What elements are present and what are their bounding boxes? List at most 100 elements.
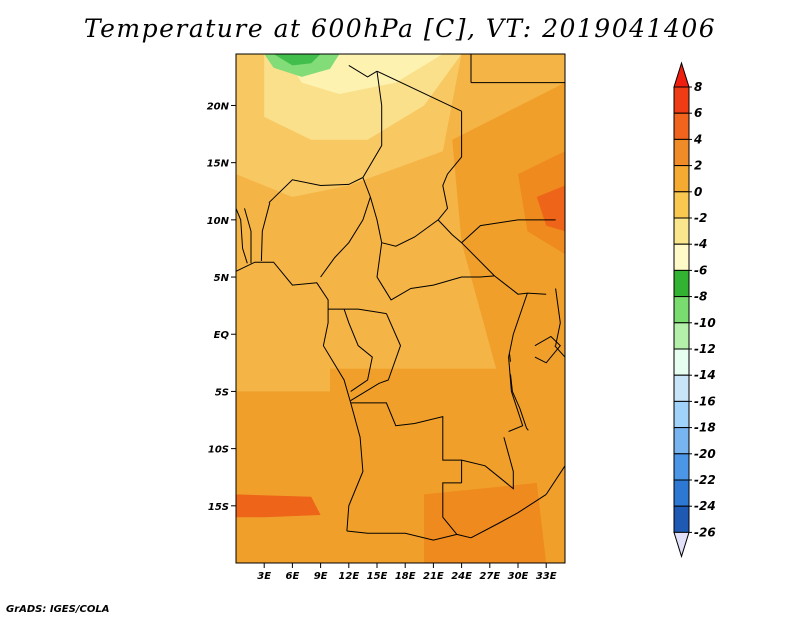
map-frame (235, 53, 566, 564)
colorbar-bin (673, 217, 690, 245)
border-chad-sudan (437, 111, 463, 221)
lat-tick-label: EQ (214, 330, 230, 341)
lat-tick-label: 20N (207, 101, 230, 112)
border-car-south (376, 242, 495, 301)
border-nigeria-cameroon (320, 177, 371, 278)
lon-tick-label: 15E (367, 571, 388, 582)
border-drc-east (508, 292, 528, 432)
colorbar-label: -22 (694, 473, 716, 487)
colorbar-label: 4 (693, 132, 702, 146)
lake-kivu (509, 353, 511, 362)
colorbar-label: 0 (694, 185, 702, 199)
colorbar-bin (673, 374, 690, 402)
lon-tick-label: 6E (286, 571, 300, 582)
border-angola-namibia (346, 530, 458, 541)
border-ghana-togo (236, 208, 248, 264)
border-congo-drc (350, 313, 402, 402)
lon-tick-label: 21E (423, 571, 444, 582)
border-drc-zambia (461, 437, 514, 490)
colorbar-label: 6 (694, 106, 702, 120)
colorbar-label: -6 (694, 263, 707, 277)
lat-tick-label: 5S (215, 387, 229, 398)
lon-tick-label: 3E (257, 571, 271, 582)
lon-tick-label: 9E (314, 571, 328, 582)
lon-tick-label: 24E (451, 571, 472, 582)
colorbar-label: -24 (694, 499, 716, 513)
border-car-sudan (437, 219, 495, 277)
colorbar-bin (673, 322, 690, 350)
colorbar-top-arrow (673, 61, 690, 88)
border-tz-kenya (554, 345, 565, 358)
colorbar-label: -12 (694, 342, 716, 356)
field-warm-southwest (236, 391, 359, 563)
lat-tick-label: 5N (214, 273, 230, 284)
colorbar-bin (673, 400, 690, 429)
border-drc-angola (350, 402, 463, 483)
colorbar-label: 2 (694, 159, 702, 173)
field-warm-east (452, 82, 565, 392)
colorbar-bottom-arrow (673, 531, 690, 559)
lon-tick-label: 33E (536, 571, 557, 582)
colorbar-bin (673, 505, 690, 533)
temperature-field (236, 54, 565, 563)
colorbar-bin (673, 86, 690, 114)
colorbar-bin (673, 427, 690, 455)
field-light-green (264, 54, 340, 77)
colorbar-bin (673, 138, 690, 167)
border-zambia-zim (470, 493, 547, 539)
border-niger-chad (362, 71, 383, 178)
colorbar-label: 8 (694, 80, 702, 94)
colorbar-bin (673, 296, 690, 324)
colorbar-bin (673, 269, 690, 298)
lat-tick-label: 15N (207, 159, 230, 170)
coast-westafrica (236, 261, 364, 532)
field-hot-east (536, 185, 565, 232)
border-niger-nigeria (268, 177, 364, 204)
lon-tick-label: 12E (338, 571, 359, 582)
colorbar-label: -10 (694, 316, 716, 330)
colorbar-bin (673, 165, 690, 193)
colorbar-bin (673, 453, 690, 481)
map-axes: 3E 6E 9E 12E 15E 18E 21E 24E 27E 30E 33E 20N 15N 10N 5… (207, 101, 557, 582)
colorbar-label: -18 (694, 421, 716, 435)
lake-victoria (534, 335, 561, 364)
field-warmer-south (424, 482, 547, 563)
border-chad-libya (376, 70, 462, 112)
border-niger-libya (348, 64, 378, 78)
border-tz-moz (545, 465, 565, 495)
colorbar-label: -16 (694, 394, 716, 408)
chart-title: Temperature at 600hPa [C], VT: 201904140… (83, 14, 717, 43)
border-benin-nigeria (260, 202, 271, 262)
field-green (273, 54, 321, 66)
field-hot-southwest (236, 494, 321, 518)
lat-tick-label: 10S (208, 445, 229, 456)
country-borders (236, 54, 565, 541)
colorbar: 8 6 4 2 0 -2 -4 -6 -8 -10 -12 -14 -16 -18 -20 -22 -24 -26 (673, 61, 716, 559)
lon-tick-label: 30E (508, 571, 529, 582)
grads-credit: GrADS: IGES/COLA (6, 604, 110, 615)
colorbar-bin (673, 112, 690, 140)
colorbar-label: -2 (694, 211, 707, 225)
border-angola-zambia (442, 482, 472, 539)
colorbar-label: -26 (694, 525, 716, 539)
border-congo-gabon (343, 308, 373, 392)
border-cameroon-south (328, 308, 387, 315)
colorbar-label: -14 (694, 368, 716, 382)
lat-tick-label: 10N (207, 216, 230, 227)
colorbar-bin (673, 348, 690, 376)
colorbar-bin (673, 243, 690, 271)
colorbar-label: -4 (694, 237, 707, 251)
lon-tick-label: 18E (395, 571, 416, 582)
colorbar-label: -8 (694, 290, 707, 304)
lake-tanganyika (510, 374, 529, 431)
lat-tick-label: 15S (208, 502, 229, 513)
border-car-chad (381, 219, 439, 247)
lon-tick-label: 27E (479, 571, 500, 582)
colorbar-bin (673, 479, 690, 507)
border-cameroon-chad (369, 196, 383, 243)
colorbar-label: -20 (694, 447, 716, 461)
colorbar-bin (673, 191, 690, 219)
border-sudan-ss (461, 219, 556, 244)
border-uganda-kenya (555, 288, 561, 346)
